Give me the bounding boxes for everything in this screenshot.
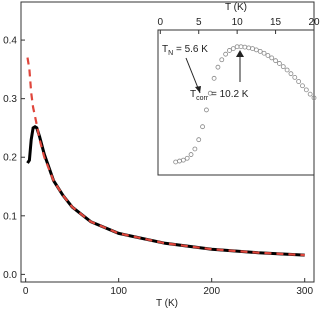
data-point xyxy=(257,48,263,54)
data-point xyxy=(215,64,221,70)
arrowhead xyxy=(195,86,201,93)
x-tick-label: 300 xyxy=(296,286,313,297)
inset-x-tick-label: 10 xyxy=(232,17,244,28)
annotation: TN = 5.6 K xyxy=(162,44,208,57)
data-point xyxy=(288,71,294,77)
data-point xyxy=(284,67,290,73)
annotation-text: T xyxy=(162,44,168,55)
data-point xyxy=(188,152,194,157)
data-point xyxy=(300,83,305,89)
data-point xyxy=(192,146,198,152)
data-point xyxy=(184,155,190,161)
data-point xyxy=(269,55,275,61)
data-point xyxy=(204,107,209,113)
data-point xyxy=(265,53,271,58)
annotation-suffix: = 10.2 K xyxy=(208,89,249,100)
data-point xyxy=(211,75,217,81)
y-tick-label: 0.2 xyxy=(3,153,17,164)
data-point xyxy=(180,157,186,163)
data-point xyxy=(277,61,282,66)
inset-x-tick-label: 20 xyxy=(308,17,320,28)
data-point xyxy=(311,95,317,101)
x-tick-label: 200 xyxy=(203,286,220,297)
inset-x-tick-label: 15 xyxy=(270,17,282,28)
data-point xyxy=(227,48,232,53)
data-point xyxy=(292,75,298,80)
annotation-text: T xyxy=(190,89,196,100)
data-point xyxy=(230,46,236,51)
data-point xyxy=(223,51,229,57)
data-point xyxy=(219,57,225,63)
data-line xyxy=(26,57,305,257)
y-tick-label: 0.4 xyxy=(3,36,17,47)
annotation-sub: corr xyxy=(196,95,209,102)
data-point xyxy=(273,58,278,64)
annotation: Tcorr = 10.2 K xyxy=(190,89,249,102)
data-point xyxy=(261,50,267,56)
x-axis-label: T (K) xyxy=(156,298,178,309)
x-tick-label: 100 xyxy=(110,286,127,297)
arrowhead xyxy=(236,50,244,57)
data-point xyxy=(207,90,213,96)
data-point xyxy=(280,64,286,70)
x-tick-label: 0 xyxy=(23,286,29,297)
y-tick-label: 0.0 xyxy=(3,270,17,281)
data-point xyxy=(307,91,313,97)
inset-x-tick-label: 5 xyxy=(196,17,202,28)
annotation-suffix: = 5.6 K xyxy=(173,44,208,55)
inset-annotations: TN = 5.6 K Tcorr = 10.2 K xyxy=(162,44,249,102)
inset-x-tick-label: 0 xyxy=(158,17,164,28)
inset-x-axis-label: T (K) xyxy=(225,2,247,13)
data-point xyxy=(303,87,309,93)
y-tick-label: 0.1 xyxy=(3,211,17,222)
data-point xyxy=(196,137,202,143)
inset-frame xyxy=(157,29,315,176)
annotation-sub: N xyxy=(168,50,173,57)
data-point xyxy=(200,124,205,130)
y-tick-label: 0.3 xyxy=(3,94,17,105)
data-point xyxy=(296,79,302,84)
